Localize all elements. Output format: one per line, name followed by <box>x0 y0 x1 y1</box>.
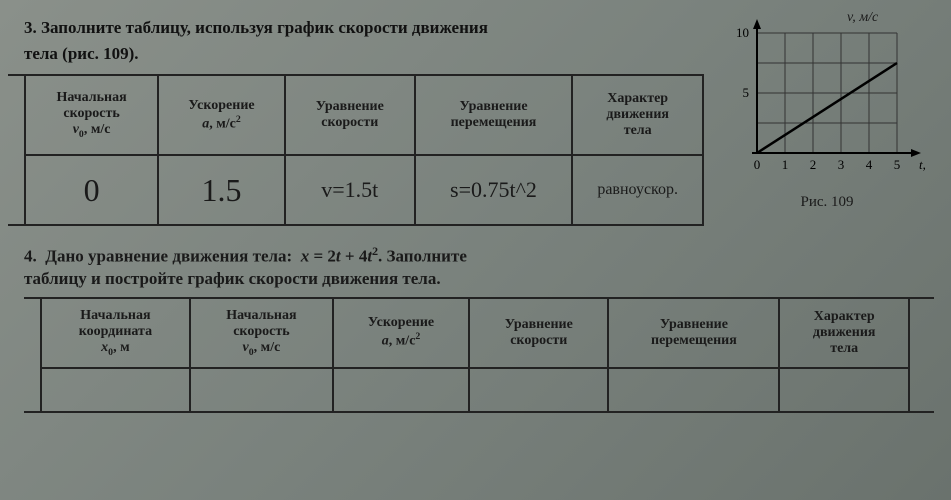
problem3-header: 3. Заполните таблицу, используя график с… <box>24 18 713 38</box>
table-problem4: Начальнаякоординатаx0, м Начальнаяскорос… <box>40 297 910 413</box>
x-axis-label: t, с <box>919 157 927 172</box>
problem4-header: 4. Дано уравнение движения тела: x = 2t … <box>24 244 927 267</box>
t1-col-v0: Начальнаяскоростьv0, м/с <box>25 75 158 155</box>
chart-line <box>757 63 897 153</box>
xtick-0: 0 <box>754 157 761 172</box>
table1-header-row: Начальнаяскоростьv0, м/с Ускорениеa, м/с… <box>25 75 703 155</box>
t1-char: равноускор. <box>572 155 703 225</box>
xtick-4: 4 <box>866 157 873 172</box>
t2-col-char: Характердвижениятела <box>779 298 909 368</box>
table-problem3: Начальнаяскоростьv0, м/с Ускорениеa, м/с… <box>24 74 704 226</box>
t1-v0: 0 <box>25 155 158 225</box>
table2-header-row: Начальнаякоординатаx0, м Начальнаяскорос… <box>41 298 909 368</box>
xtick-5: 5 <box>894 157 901 172</box>
table1-data-row: 0 1.5 v=1.5t s=0.75t^2 равноускор. <box>25 155 703 225</box>
chart-svg: 10 5 0 1 2 3 4 5 t, с <box>727 18 927 188</box>
t1-col-seq: Уравнениеперемещения <box>415 75 573 155</box>
xtick-1: 1 <box>782 157 789 172</box>
chart-y-label: v, м/с <box>847 10 878 26</box>
xtick-3: 3 <box>838 157 845 172</box>
chart-grid <box>757 33 897 153</box>
t2-x0 <box>41 368 190 412</box>
t1-col-char: Характердвижениятела <box>572 75 703 155</box>
t2-a <box>333 368 469 412</box>
velocity-chart: v, м/с <box>727 18 927 211</box>
t1-a: 1.5 <box>158 155 285 225</box>
t2-col-v0: Начальнаяскоростьv0, м/с <box>190 298 333 368</box>
t1-col-veq: Уравнениескорости <box>285 75 415 155</box>
y-arrow-icon <box>753 19 761 29</box>
xtick-2: 2 <box>810 157 817 172</box>
table2-data-row <box>41 368 909 412</box>
t1-col-a: Ускорениеa, м/с2 <box>158 75 285 155</box>
ytick-10: 10 <box>736 25 749 40</box>
ytick-5: 5 <box>743 85 750 100</box>
t2-seq <box>608 368 779 412</box>
t1-veq: v=1.5t <box>285 155 415 225</box>
t2-v0 <box>190 368 333 412</box>
table2-right-stub <box>910 297 934 413</box>
chart-caption: Рис. 109 <box>727 194 927 211</box>
t2-col-x0: Начальнаякоординатаx0, м <box>41 298 190 368</box>
t2-col-veq: Уравнениескорости <box>469 298 608 368</box>
table1-left-stub <box>8 74 24 226</box>
x-arrow-icon <box>911 149 921 157</box>
problem4-header-line2: таблицу и постройте график скорости движ… <box>24 269 927 289</box>
table2-left-stub <box>24 297 40 413</box>
t2-veq <box>469 368 608 412</box>
problem3-header-line2: тела (рис. 109). <box>24 44 713 64</box>
t2-col-seq: Уравнениеперемещения <box>608 298 779 368</box>
t1-seq: s=0.75t^2 <box>415 155 573 225</box>
t2-char <box>779 368 909 412</box>
t2-col-a: Ускорениеa, м/с2 <box>333 298 469 368</box>
